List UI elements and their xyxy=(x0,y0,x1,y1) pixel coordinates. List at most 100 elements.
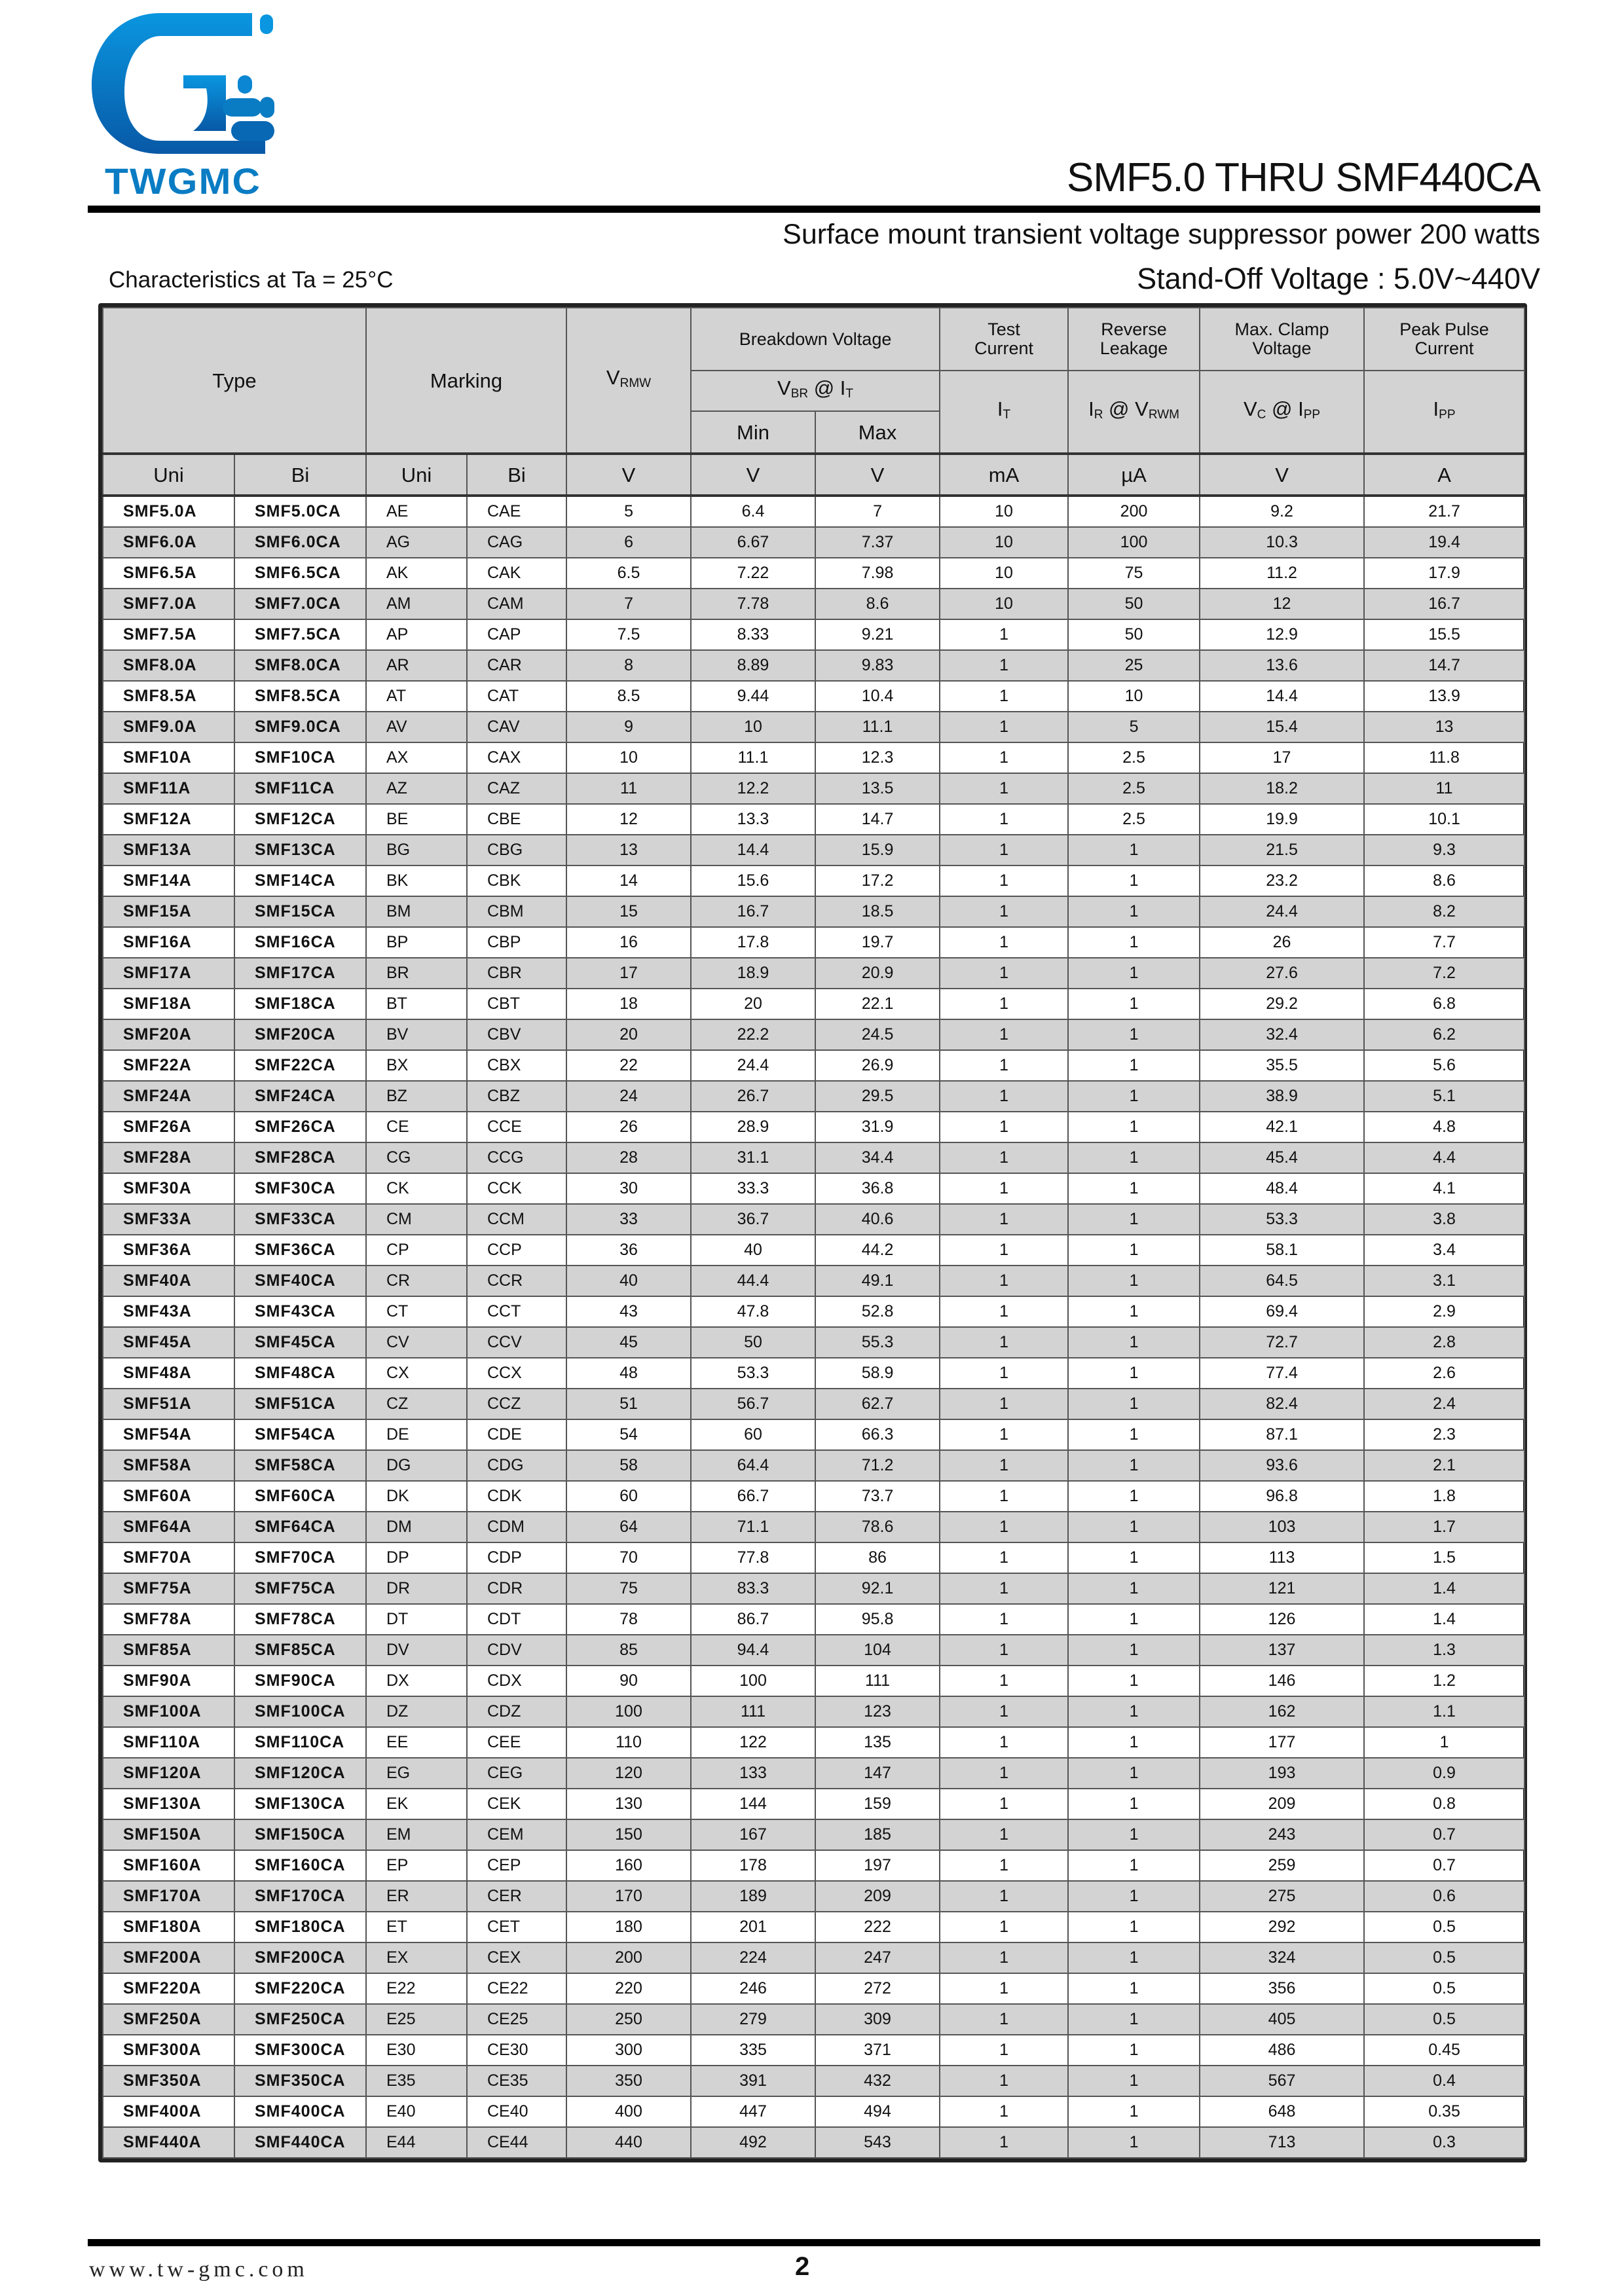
table-cell: SMF58A xyxy=(102,1449,235,1482)
table-cell: 1.7 xyxy=(1363,1511,1526,1543)
table-cell: 26 xyxy=(566,1111,692,1143)
table-cell: SMF110A xyxy=(102,1726,235,1758)
table-cell: BZ xyxy=(365,1080,468,1112)
table-cell: 200 xyxy=(566,1942,692,1974)
table-cell: 120 xyxy=(566,1757,692,1789)
table-cell: 1 xyxy=(1067,2034,1201,2066)
table-cell: 21.5 xyxy=(1199,834,1365,866)
table-cell: 1.4 xyxy=(1363,1573,1526,1605)
table-cell: 713 xyxy=(1199,2126,1365,2159)
table-cell: DT xyxy=(365,1603,468,1635)
table-row: SMF11A SMF11CA AZ CAZ 11 12.2 13.5 1 2.5 18.2 11 xyxy=(102,773,1526,805)
table-cell: 1 xyxy=(939,1265,1069,1297)
table-cell: SMF150CA xyxy=(234,1819,367,1851)
table-cell: 1 xyxy=(1067,1696,1201,1728)
table-cell: 1 xyxy=(1363,1726,1526,1758)
table-cell: CV xyxy=(365,1326,468,1358)
document-title: SMF5.0 THRU SMF440CA xyxy=(1066,155,1541,200)
table-cell: DP xyxy=(365,1542,468,1574)
table-cell: 243 xyxy=(1199,1819,1365,1851)
table-cell: 7.98 xyxy=(815,557,941,589)
table-cell: 22.2 xyxy=(690,1019,817,1051)
table-row: SMF300A SMF300CA E30 CE30 300 335 371 1 1 486 0.45 xyxy=(102,2034,1526,2066)
table-cell: 147 xyxy=(815,1757,941,1789)
table-cell: 2.4 xyxy=(1363,1388,1526,1420)
table-cell: SMF11A xyxy=(102,773,235,805)
table-cell: SMF12CA xyxy=(234,803,367,835)
table-cell: 1 xyxy=(939,1757,1069,1789)
table-cell: SMF78CA xyxy=(234,1603,367,1635)
table-cell: 494 xyxy=(815,2096,941,2128)
table-cell: SMF300CA xyxy=(234,2034,367,2066)
unit-cell: Uni xyxy=(102,452,235,497)
page-number: 2 xyxy=(795,2252,810,2281)
table-cell: 73.7 xyxy=(815,1480,941,1512)
table-cell: 15.5 xyxy=(1363,619,1526,651)
table-cell: 96.8 xyxy=(1199,1480,1365,1512)
table-cell: 0.8 xyxy=(1363,1788,1526,1820)
table-cell: 10 xyxy=(939,495,1069,528)
table-row: SMF33A SMF33CA CM CCM 33 36.7 40.6 1 1 53.3 3.8 xyxy=(102,1203,1526,1235)
table-cell: BG xyxy=(365,834,468,866)
table-cell: E30 xyxy=(365,2034,468,2066)
table-cell: 1 xyxy=(939,1080,1069,1112)
table-cell: SMF64CA xyxy=(234,1511,367,1543)
table-cell: 1 xyxy=(1067,1542,1201,1574)
table-cell: SMF48A xyxy=(102,1357,235,1389)
table-cell: 567 xyxy=(1199,2065,1365,2097)
table-cell: 405 xyxy=(1199,2003,1365,2035)
table-cell: 309 xyxy=(815,2003,941,2035)
unit-cell: V xyxy=(566,452,692,497)
table-cell: 432 xyxy=(815,2065,941,2097)
table-cell: 75 xyxy=(1067,557,1201,589)
table-cell: DK xyxy=(365,1480,468,1512)
table-cell: 201 xyxy=(690,1911,817,1943)
table-cell: 13.3 xyxy=(690,803,817,835)
table-cell: 1 xyxy=(1067,1757,1201,1789)
table-cell: 1 xyxy=(1067,1326,1201,1358)
table-cell: 1 xyxy=(1067,1511,1201,1543)
table-cell: 1 xyxy=(939,1111,1069,1143)
table-row: SMF17A SMF17CA BR CBR 17 18.9 20.9 1 1 27.6 7.2 xyxy=(102,957,1526,989)
table-cell: 0.5 xyxy=(1363,1911,1526,1943)
table-row: SMF18A SMF18CA BT CBT 18 20 22.1 1 1 29.2 6.8 xyxy=(102,988,1526,1020)
table-cell: 1 xyxy=(1067,1265,1201,1297)
table-cell: CBX xyxy=(466,1049,568,1082)
table-cell: SMF8.0CA xyxy=(234,649,367,682)
table-cell: 43 xyxy=(566,1296,692,1328)
table-cell: 0.45 xyxy=(1363,2034,1526,2066)
table-cell: DG xyxy=(365,1449,468,1482)
table-cell: 1 xyxy=(939,1819,1069,1851)
table-cell: E44 xyxy=(365,2126,468,2159)
table-cell: 1 xyxy=(1067,2126,1201,2159)
table-cell: CER xyxy=(466,1880,568,1912)
table-cell: 24 xyxy=(566,1080,692,1112)
table-cell: 9.2 xyxy=(1199,495,1365,528)
table-cell: SMF7.5A xyxy=(102,619,235,651)
table-cell: 0.7 xyxy=(1363,1819,1526,1851)
table-cell: 100 xyxy=(566,1696,692,1728)
unit-cell: µA xyxy=(1067,452,1201,497)
table-cell: 13.9 xyxy=(1363,680,1526,712)
unit-cell: V xyxy=(690,452,817,497)
table-cell: CX xyxy=(365,1357,468,1389)
table-cell: SMF15A xyxy=(102,896,235,928)
table-row: SMF48A SMF48CA CX CCX 48 53.3 58.9 1 1 77.4 2.6 xyxy=(102,1357,1526,1389)
table-cell: SMF13CA xyxy=(234,834,367,866)
table-cell: 51 xyxy=(566,1388,692,1420)
table-row: SMF180A SMF180CA ET CET 180 201 222 1 1 292 0.5 xyxy=(102,1911,1526,1943)
table-cell: CM xyxy=(365,1203,468,1235)
brand-name: TWGMC xyxy=(105,160,262,202)
table-cell: 133 xyxy=(690,1757,817,1789)
table-cell: CAK xyxy=(466,557,568,589)
table-row: SMF14A SMF14CA BK CBK 14 15.6 17.2 1 1 23.2 8.6 xyxy=(102,865,1526,897)
header-vbr-at-it: VBR @ IT xyxy=(690,370,941,412)
table-cell: 19.9 xyxy=(1199,803,1365,835)
table-cell: AR xyxy=(365,649,468,682)
table-cell: 137 xyxy=(1199,1634,1365,1666)
table-cell: 71.1 xyxy=(690,1511,817,1543)
table-cell: SMF40A xyxy=(102,1265,235,1297)
table-cell: AM xyxy=(365,588,468,620)
table-cell: ET xyxy=(365,1911,468,1943)
